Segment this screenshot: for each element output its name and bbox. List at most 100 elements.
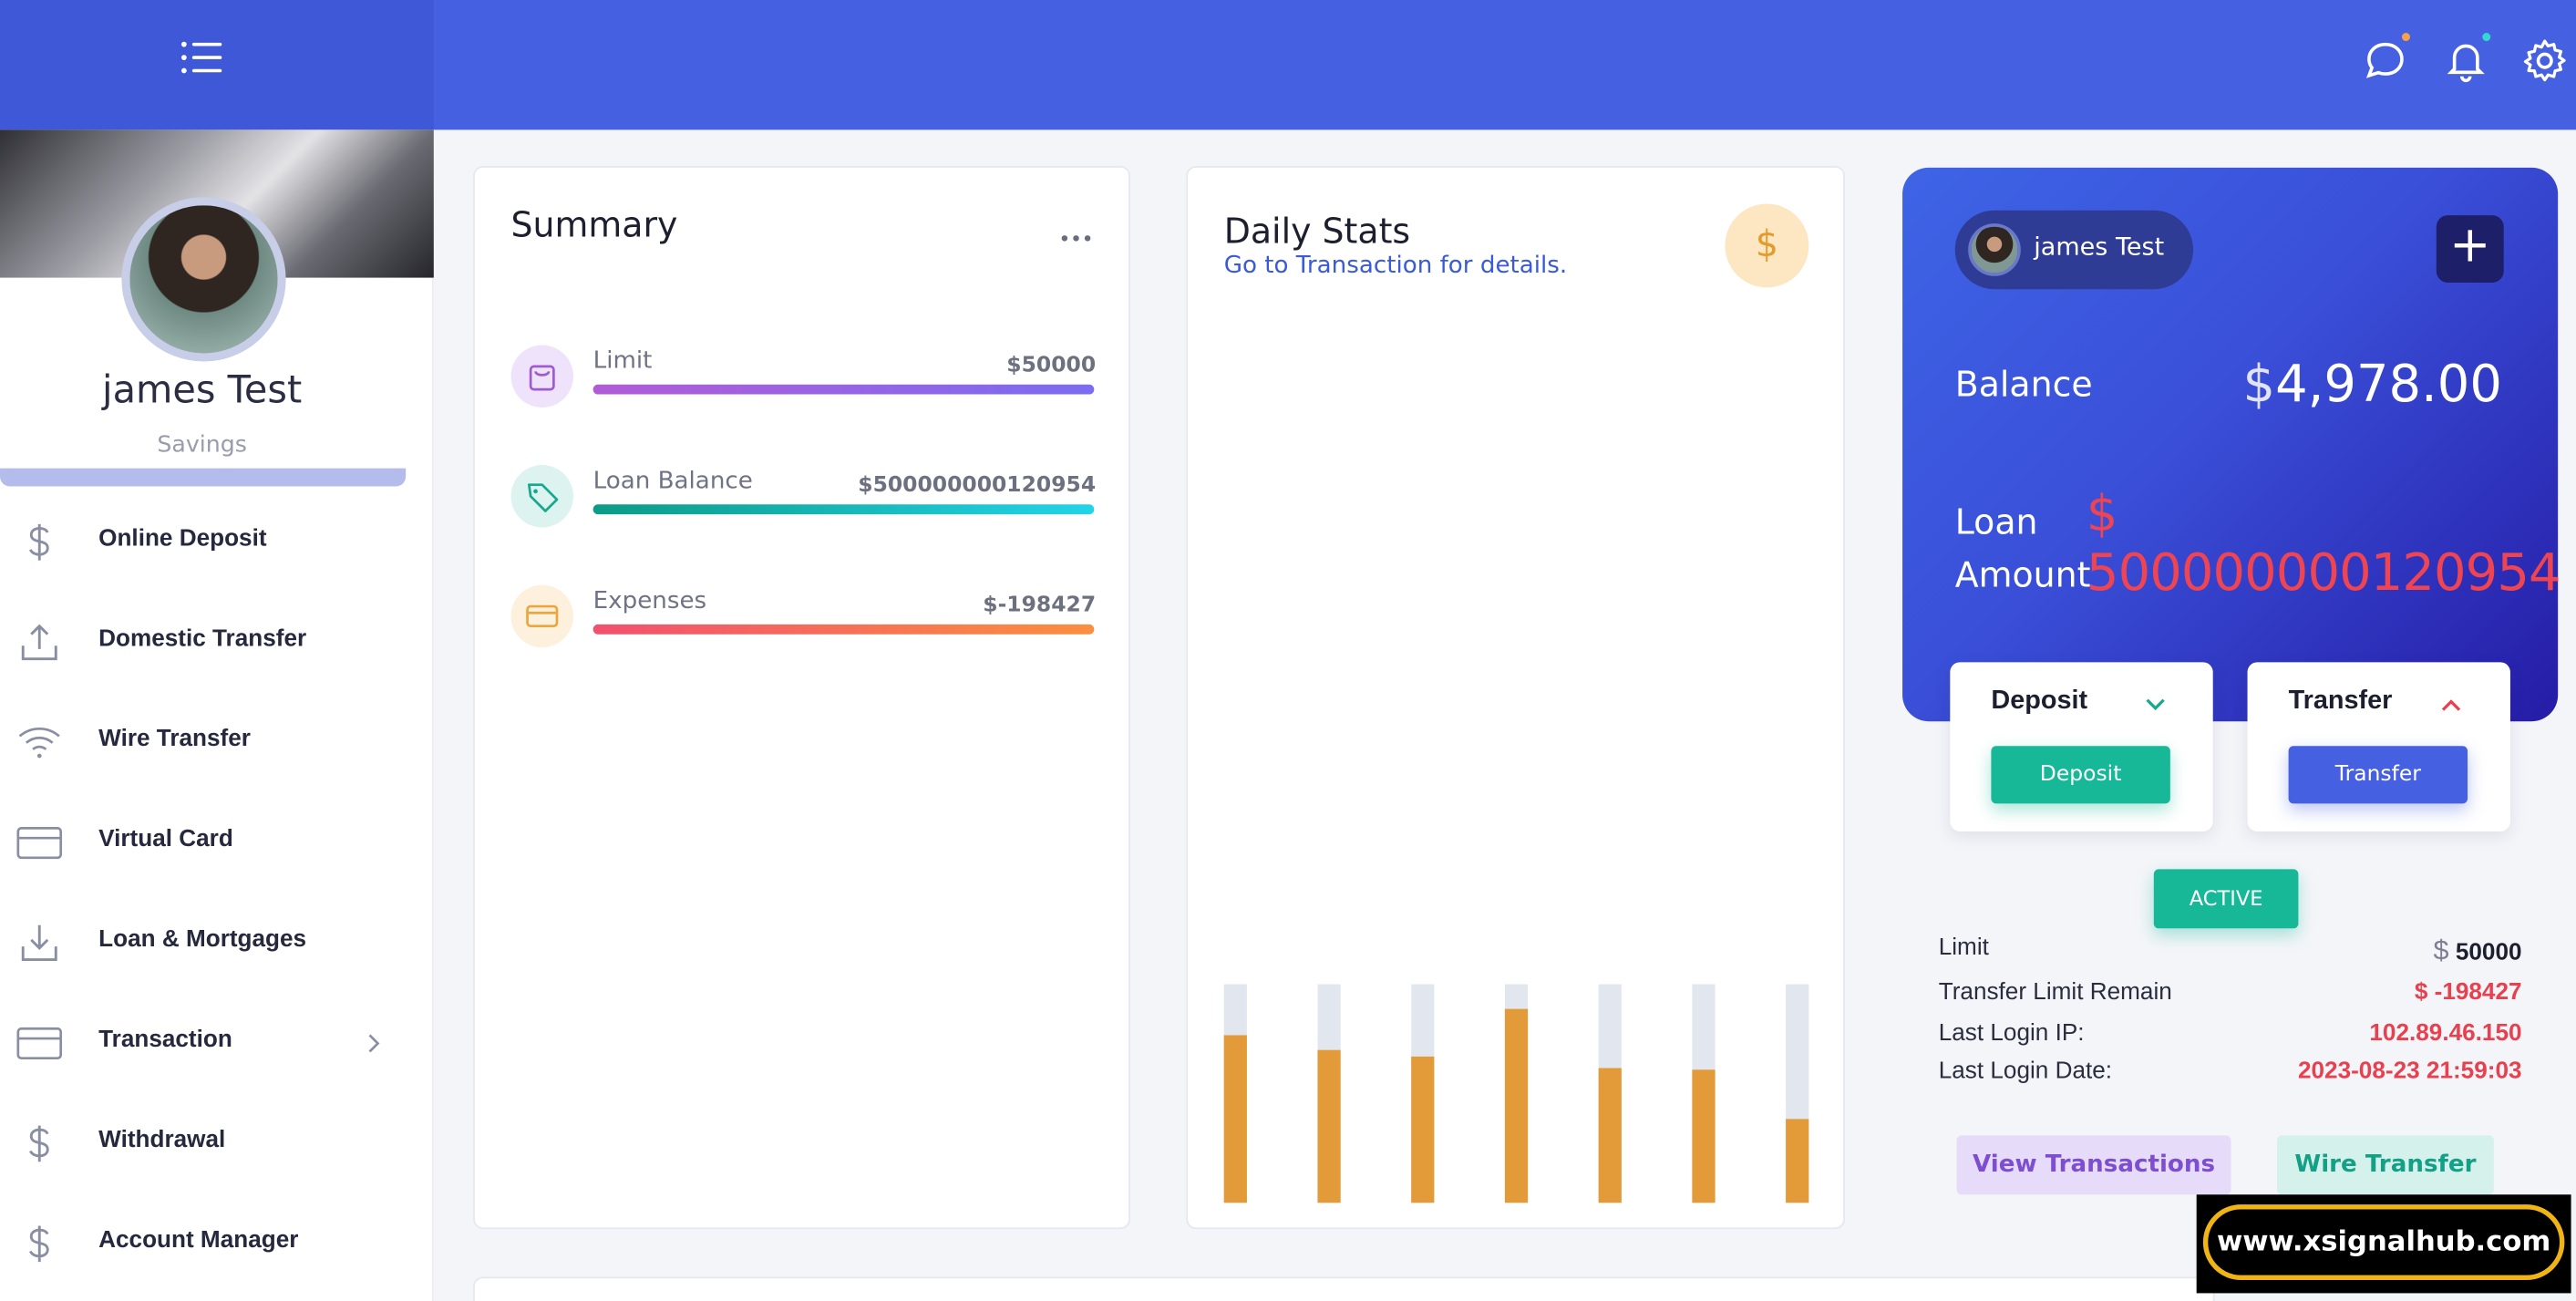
chevron-right-icon [365, 1030, 381, 1061]
sidebar-item-label: Domestic Transfer [98, 625, 307, 653]
watermark-text: www.xsignalhub.com [2202, 1204, 2565, 1280]
tag-icon [510, 465, 574, 528]
daily-stats-title: Daily Stats [1223, 212, 1411, 252]
transfer-button[interactable]: Transfer [2288, 746, 2468, 804]
dollar-icon [16, 520, 62, 565]
sidebar-item-domestic-transfer[interactable]: Domestic Transfer [0, 594, 434, 694]
shopping-bag-icon [510, 345, 574, 408]
sidebar-item-label: Loan & Mortgages [98, 926, 307, 954]
daily-stats-card: Daily Stats Go to Transaction for detail… [1186, 166, 1847, 1231]
info-value: 102.89.46.150 [2369, 1020, 2522, 1048]
status-badge: ACTIVE [2153, 869, 2299, 929]
progress-bar [592, 384, 1095, 395]
summary-card: Summary Limit $50000 Loan Balance $50000… [473, 166, 1130, 1230]
chart-bar [1223, 984, 1247, 1203]
gear-icon[interactable] [2520, 36, 2570, 86]
balance-value: 4,978.00 [2275, 355, 2502, 415]
balance-label: Balance [1954, 365, 2093, 405]
info-limit-value: 50000 [2455, 939, 2522, 966]
summary-row-expenses: Expenses $-198427 [510, 584, 1097, 651]
info-label: Last Login Date: [1938, 1058, 2113, 1085]
chevron-down-icon[interactable] [2144, 688, 2167, 719]
loan-label: Loan Amount [1955, 496, 2091, 601]
transfer-card-title: Transfer [2288, 687, 2393, 716]
user-chip-name: james Test [2034, 232, 2165, 262]
chat-icon[interactable] [2361, 33, 2410, 86]
summary-row-loan-balance: Loan Balance $500000000120954 [510, 465, 1097, 531]
chart-bar [1317, 984, 1341, 1203]
loan-currency: $ [2086, 486, 2118, 544]
deposit-card-title: Deposit [1991, 687, 2088, 716]
deposit-button[interactable]: Deposit [1991, 746, 2170, 804]
card-icon [510, 584, 574, 648]
transfer-card: Transfer Transfer [2247, 662, 2510, 831]
summary-title: Summary [510, 205, 678, 245]
balance-amount: $4,978.00 [2243, 355, 2502, 414]
profile-divider [0, 468, 407, 487]
bell-icon[interactable] [2441, 33, 2491, 86]
info-value: $ 50000 [2434, 935, 2522, 968]
progress-bar [592, 624, 1095, 635]
chevron-up-icon[interactable] [2439, 688, 2462, 719]
summary-row-limit: Limit $50000 [510, 345, 1097, 410]
chart-bar-value [1223, 1035, 1247, 1203]
next-card [473, 1276, 2215, 1301]
summary-value: $500000000120954 [858, 473, 1097, 499]
profile-name: james Test [102, 369, 303, 413]
sidebar-item-account-manager[interactable]: Account Manager [0, 1194, 434, 1295]
wire-transfer-button[interactable]: Wire Transfer [2276, 1135, 2494, 1195]
info-label: Limit [1938, 934, 1989, 962]
profile-avatar[interactable] [121, 197, 286, 362]
summary-value: $-198427 [983, 593, 1097, 618]
info-row-limit: Limit $ 50000 [1939, 935, 2522, 972]
wifi-icon [16, 719, 62, 765]
chart-bar [1411, 984, 1435, 1203]
sidebar-item-transaction[interactable]: Transaction [0, 994, 434, 1094]
sidebar-item-label: Online Deposit [98, 525, 267, 552]
summary-label: Limit [592, 348, 653, 375]
chart-bar [1786, 984, 1809, 1203]
info-label: Transfer Limit Remain [1938, 979, 2172, 1007]
chart-bar [1598, 984, 1622, 1203]
loan-label-line2: Amount [1954, 555, 2091, 595]
sidebar-item-label: Virtual Card [98, 826, 233, 853]
watermark-logo: www.xsignalhub.com [2196, 1194, 2571, 1294]
chart-bar-value [1692, 1069, 1716, 1203]
view-transactions-button[interactable]: View Transactions [1956, 1135, 2231, 1195]
progress-bar [592, 504, 1095, 515]
dollar-badge-icon: $ [1725, 203, 1809, 288]
info-row-transfer-remain: Transfer Limit Remain $ -198427 [1939, 979, 2522, 1016]
sidebar-item-virtual-card[interactable]: Virtual Card [0, 794, 434, 894]
user-chip[interactable]: james Test [1954, 210, 2194, 290]
sidebar-item-wire-transfer[interactable]: Wire Transfer [0, 694, 434, 794]
download-icon [16, 920, 62, 965]
sidebar-item-label: Withdrawal [98, 1127, 226, 1154]
balance-currency: $ [2242, 355, 2276, 415]
sidebar: james Test Savings Online Deposit Domest… [0, 129, 434, 1301]
dollar-icon [16, 1221, 62, 1266]
sidebar-item-loan-mortgages[interactable]: Loan & Mortgages [0, 893, 434, 994]
chart-bar [1504, 984, 1529, 1203]
sidebar-item-online-deposit[interactable]: Online Deposit [0, 493, 434, 594]
info-value: $ -198427 [2414, 979, 2522, 1007]
card-icon [16, 820, 63, 865]
chart-bar-value [1598, 1068, 1622, 1203]
user-avatar [1968, 223, 2021, 276]
menu-toggle-icon[interactable] [178, 37, 227, 80]
daily-stats-link[interactable]: Go to Transaction for details. [1223, 253, 1568, 280]
chart-bar-value [1411, 1056, 1435, 1203]
chart-bar-value [1786, 1119, 1809, 1203]
brand-area [0, 0, 434, 130]
dollar-icon [16, 1120, 62, 1166]
summary-label: Loan Balance [592, 468, 753, 495]
chart-bar [1692, 984, 1716, 1203]
sidebar-item-withdrawal[interactable]: Withdrawal [0, 1094, 434, 1194]
summary-label: Expenses [592, 588, 707, 615]
loan-label-line1: Loan [1954, 502, 2038, 542]
daily-stats-chart [1188, 168, 1847, 1231]
sidebar-item-label: Account Manager [98, 1227, 299, 1255]
summary-value: $50000 [1006, 353, 1097, 378]
more-options-icon[interactable] [1059, 221, 1092, 242]
info-value: 2023-08-23 21:59:03 [2297, 1058, 2522, 1085]
add-button[interactable]: + [2436, 215, 2504, 283]
